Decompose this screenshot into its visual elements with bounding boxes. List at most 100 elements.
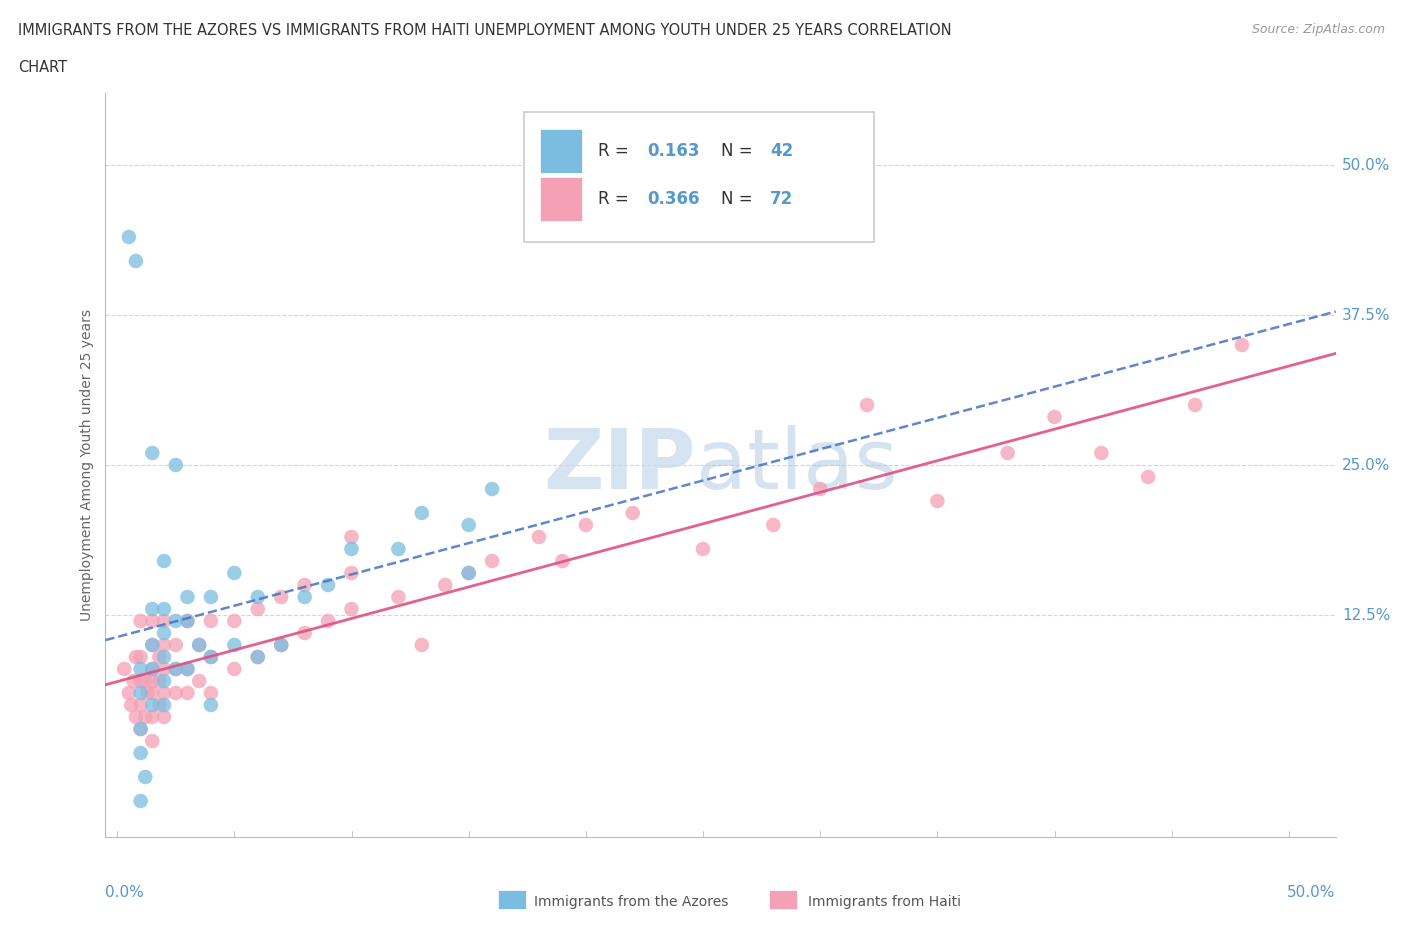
Point xyxy=(125,254,148,269)
Point xyxy=(1184,397,1206,412)
Point xyxy=(148,698,170,712)
Point xyxy=(153,698,176,712)
Point xyxy=(129,722,152,737)
Text: Source: ZipAtlas.com: Source: ZipAtlas.com xyxy=(1251,23,1385,36)
Point xyxy=(481,553,503,568)
Point xyxy=(270,638,292,653)
Point xyxy=(129,685,152,700)
Text: 42: 42 xyxy=(770,142,793,160)
Point xyxy=(141,673,163,688)
Point xyxy=(1043,409,1066,424)
Point xyxy=(129,614,152,629)
Point xyxy=(176,685,198,700)
Point xyxy=(457,518,479,533)
Point xyxy=(153,614,176,629)
Point xyxy=(340,602,363,617)
Text: 50.0%: 50.0% xyxy=(1288,885,1336,900)
Point xyxy=(200,698,222,712)
Point xyxy=(153,649,176,664)
Point xyxy=(200,649,222,664)
Point xyxy=(141,445,163,460)
FancyBboxPatch shape xyxy=(540,177,582,221)
Point xyxy=(120,698,142,712)
Text: 37.5%: 37.5% xyxy=(1341,308,1391,323)
Point xyxy=(294,578,316,592)
Point xyxy=(457,565,479,580)
Point xyxy=(176,661,198,676)
Text: 0.0%: 0.0% xyxy=(105,885,145,900)
Point xyxy=(141,661,163,676)
Point xyxy=(411,638,433,653)
Point xyxy=(176,614,198,629)
Point xyxy=(340,565,363,580)
Point xyxy=(527,529,550,544)
Point xyxy=(141,614,163,629)
Point xyxy=(153,685,176,700)
Point xyxy=(176,590,198,604)
Point xyxy=(134,673,156,688)
Point xyxy=(134,710,156,724)
Point xyxy=(134,769,156,784)
Text: N =: N = xyxy=(721,191,752,208)
Point xyxy=(129,661,152,676)
Point xyxy=(340,541,363,556)
Point xyxy=(129,722,152,737)
Point xyxy=(153,602,176,617)
FancyBboxPatch shape xyxy=(524,112,875,242)
Text: 72: 72 xyxy=(770,191,793,208)
Point xyxy=(224,565,246,580)
Point xyxy=(808,482,831,497)
Point xyxy=(270,638,292,653)
Point xyxy=(118,230,141,245)
Point xyxy=(153,661,176,676)
Text: R =: R = xyxy=(598,142,628,160)
Text: 25.0%: 25.0% xyxy=(1341,458,1391,472)
Point xyxy=(316,614,339,629)
Point xyxy=(188,638,211,653)
Point xyxy=(141,734,163,749)
Point xyxy=(165,458,187,472)
Point xyxy=(294,590,316,604)
Point xyxy=(224,661,246,676)
Point xyxy=(129,649,152,664)
Text: 0.366: 0.366 xyxy=(647,191,699,208)
Point xyxy=(200,685,222,700)
Text: ZIP: ZIP xyxy=(544,424,696,506)
Point xyxy=(141,602,163,617)
Text: IMMIGRANTS FROM THE AZORES VS IMMIGRANTS FROM HAITI UNEMPLOYMENT AMONG YOUTH UND: IMMIGRANTS FROM THE AZORES VS IMMIGRANTS… xyxy=(18,23,952,38)
Point xyxy=(387,590,409,604)
Point xyxy=(141,638,163,653)
Point xyxy=(125,710,148,724)
Point xyxy=(188,673,211,688)
Point xyxy=(165,661,187,676)
Point xyxy=(1230,338,1253,352)
Point xyxy=(997,445,1019,460)
Point xyxy=(927,494,949,509)
Point xyxy=(176,661,198,676)
Point xyxy=(129,698,152,712)
Point xyxy=(294,626,316,641)
Point xyxy=(148,673,170,688)
Point xyxy=(141,638,163,653)
Point xyxy=(621,506,644,521)
Point xyxy=(387,541,409,556)
Point xyxy=(141,661,163,676)
Point xyxy=(112,661,135,676)
Point xyxy=(575,518,598,533)
Point xyxy=(148,649,170,664)
Point xyxy=(270,590,292,604)
Text: 12.5%: 12.5% xyxy=(1341,607,1391,622)
Point xyxy=(224,614,246,629)
Point xyxy=(762,518,785,533)
FancyBboxPatch shape xyxy=(540,128,582,173)
Point xyxy=(122,673,145,688)
Point xyxy=(165,661,187,676)
Point xyxy=(188,638,211,653)
Text: Immigrants from the Azores: Immigrants from the Azores xyxy=(534,895,728,910)
Point xyxy=(153,638,176,653)
Point xyxy=(1137,470,1160,485)
Point xyxy=(129,673,152,688)
Text: 50.0%: 50.0% xyxy=(1341,157,1391,172)
Point xyxy=(165,685,187,700)
Point xyxy=(136,685,159,700)
